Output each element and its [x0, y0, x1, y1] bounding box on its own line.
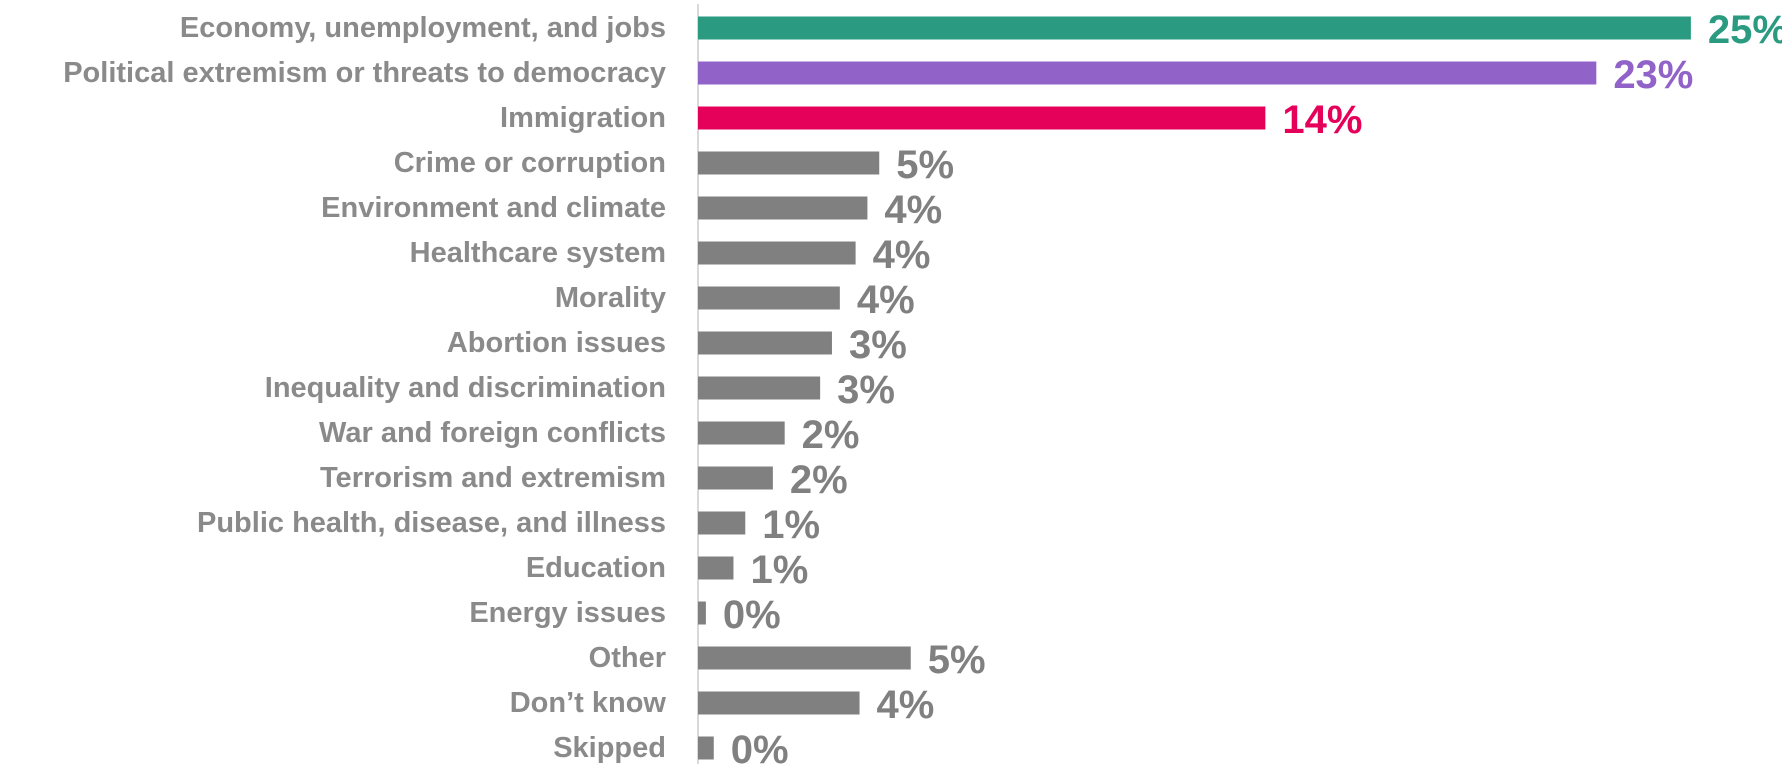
value-label: 1% [750, 548, 808, 592]
value-label: 0% [723, 593, 781, 637]
category-label: Abortion issues [447, 327, 666, 359]
value-label: 3% [837, 368, 895, 412]
bar [698, 61, 1597, 85]
value-label: 23% [1613, 53, 1693, 97]
bar [698, 421, 785, 445]
value-label: 14% [1282, 98, 1362, 142]
category-label: War and foreign conflicts [319, 417, 666, 449]
bar [698, 736, 714, 760]
value-label: 4% [884, 188, 942, 232]
bar [698, 241, 856, 265]
value-label: 1% [762, 503, 820, 547]
category-label: Education [526, 552, 666, 584]
value-label: 5% [896, 143, 954, 187]
category-label: Terrorism and extremism [320, 462, 666, 494]
value-label: 25% [1708, 8, 1782, 52]
value-label: 2% [802, 413, 860, 457]
bar [698, 196, 868, 220]
bar [698, 106, 1266, 130]
bar [698, 466, 773, 490]
bar [698, 151, 880, 175]
bar [698, 16, 1691, 40]
category-label: Political extremism or threats to democr… [63, 57, 666, 89]
category-label: Other [589, 642, 666, 674]
bar [698, 511, 746, 535]
value-label: 4% [873, 233, 931, 277]
category-label: Skipped [553, 732, 666, 764]
bar [698, 331, 832, 355]
value-label: 4% [857, 278, 915, 322]
bar [698, 286, 840, 310]
bar [698, 646, 911, 670]
category-label: Crime or corruption [394, 147, 666, 179]
category-label: Environment and climate [321, 192, 666, 224]
category-label: Economy, unemployment, and jobs [180, 12, 666, 44]
category-label: Energy issues [469, 597, 666, 629]
bar [698, 601, 706, 625]
value-label: 4% [877, 683, 935, 727]
bar [698, 376, 821, 400]
category-label: Public health, disease, and illness [197, 507, 666, 539]
value-label: 5% [928, 638, 986, 682]
category-label: Morality [555, 282, 666, 314]
value-label: 0% [731, 728, 789, 764]
value-label: 3% [849, 323, 907, 367]
bar [698, 691, 860, 715]
category-label: Don’t know [510, 687, 667, 719]
category-label: Healthcare system [410, 237, 666, 269]
category-label: Immigration [500, 102, 666, 134]
value-label: 2% [790, 458, 848, 502]
category-label: Inequality and discrimination [265, 372, 666, 404]
bar [698, 556, 734, 580]
